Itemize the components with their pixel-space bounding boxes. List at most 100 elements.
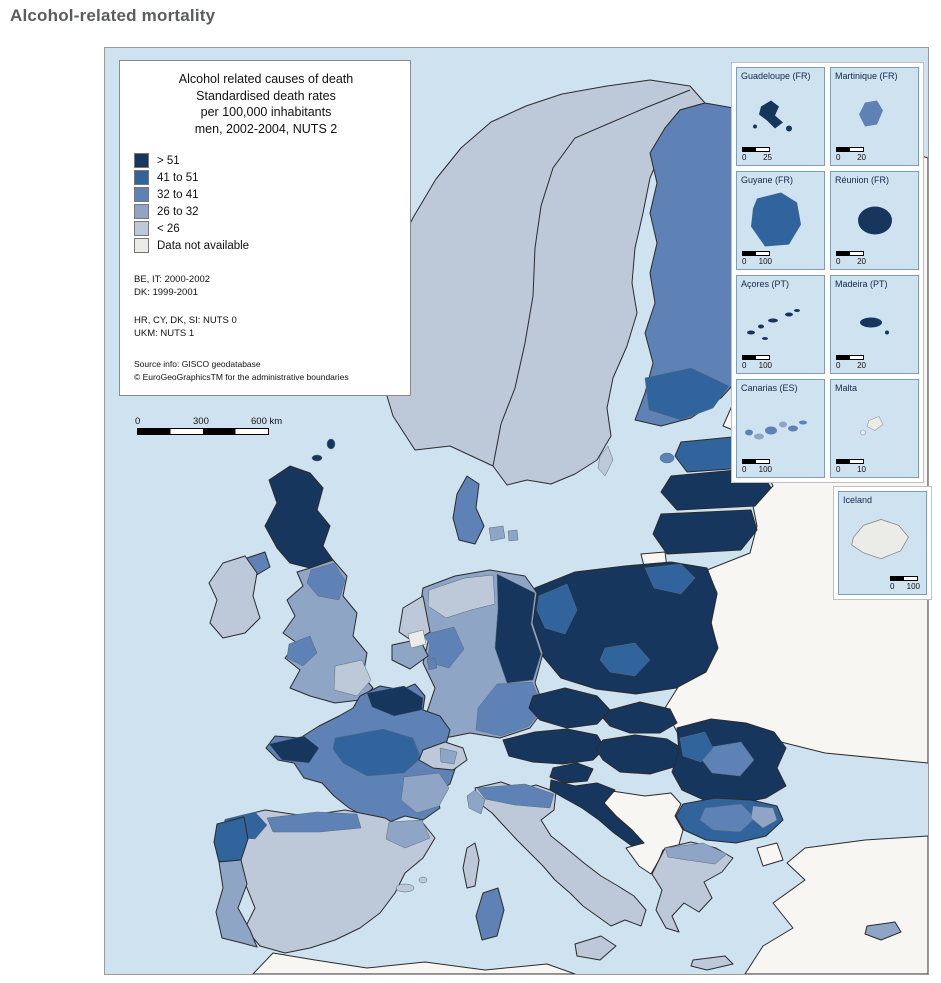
region-germany-west bbox=[422, 626, 465, 669]
source-line1: Source info: GISCO geodatabase bbox=[134, 359, 261, 370]
region-germany-northwest bbox=[427, 574, 496, 619]
legend-title-line1: Alcohol related causes of death bbox=[178, 72, 354, 86]
inset-scale-start: 0 bbox=[836, 361, 841, 370]
inset-label: Réunion (FR) bbox=[835, 175, 890, 185]
inset-scalebar bbox=[836, 355, 864, 360]
region-cyprus bbox=[864, 921, 902, 941]
region-italy bbox=[474, 781, 647, 927]
region-wales bbox=[286, 635, 318, 667]
page-title: Alcohol-related mortality bbox=[10, 6, 216, 25]
legend-title: Alcohol related causes of death Standard… bbox=[134, 71, 398, 137]
region-slovenia bbox=[549, 762, 594, 784]
legend-swatch-26-32 bbox=[134, 204, 149, 219]
map-legend: Alcohol related causes of death Standard… bbox=[119, 60, 411, 396]
inset-acores: Açores (PT) 0 100 bbox=[736, 275, 825, 374]
inset-iceland-wrap: Iceland 0 100 bbox=[833, 486, 932, 600]
region-luxembourg bbox=[426, 657, 438, 671]
region-poland-northeast bbox=[644, 563, 696, 595]
region-greece-north bbox=[664, 842, 728, 865]
inset-scale: 0 20 bbox=[836, 251, 866, 266]
region-slovakia bbox=[602, 701, 678, 734]
inset-scale: 0 20 bbox=[836, 147, 866, 162]
region-brittany bbox=[268, 735, 320, 764]
inset-scalebar bbox=[742, 459, 770, 464]
inset-scalebar bbox=[890, 576, 918, 581]
inset-scale-start: 0 bbox=[742, 257, 747, 266]
inset-scale: 0 100 bbox=[890, 576, 920, 591]
region-croatia bbox=[549, 779, 645, 847]
canarias-map bbox=[745, 420, 807, 440]
legend-label: 41 to 51 bbox=[157, 171, 199, 184]
region-romania-west bbox=[679, 731, 714, 763]
region-italy-north bbox=[476, 783, 555, 809]
region-poland bbox=[530, 561, 719, 695]
inset-label: Canarias (ES) bbox=[741, 383, 798, 393]
region-north-africa bbox=[252, 952, 576, 974]
legend-label: 32 to 41 bbox=[157, 188, 199, 201]
legend-row: < 26 bbox=[134, 221, 398, 236]
region-ireland bbox=[208, 555, 261, 639]
inset-label: Iceland bbox=[843, 495, 873, 505]
inset-scale: 0 20 bbox=[836, 355, 866, 370]
legend-swatch-41-51 bbox=[134, 170, 149, 185]
legend-row: 41 to 51 bbox=[134, 170, 398, 185]
legend-swatch-lt26 bbox=[134, 221, 149, 236]
region-germany-south bbox=[475, 681, 544, 737]
note-nuts0: HR, CY, DK, SI: NUTS 0 bbox=[134, 314, 237, 326]
inset-scale-start: 0 bbox=[836, 153, 841, 162]
region-england-southeast bbox=[333, 659, 372, 697]
region-crete bbox=[690, 955, 734, 971]
reunion-map bbox=[858, 206, 892, 235]
inset-panel: Guadeloupe (FR) 0 25 Martinique (FR) 0 20 bbox=[731, 62, 924, 483]
inset-scalebar bbox=[836, 459, 864, 464]
inset-label: Martinique (FR) bbox=[835, 71, 898, 81]
inset-iceland: Iceland 0 100 bbox=[838, 491, 927, 595]
region-spain bbox=[224, 809, 436, 954]
note-be-it: BE, IT: 2000-2002 bbox=[134, 274, 211, 285]
legend-swatch-gt51 bbox=[134, 153, 149, 168]
region-catalonia bbox=[385, 819, 431, 849]
map-scalebar: 0 300 600 km bbox=[127, 416, 297, 435]
inset-scale-start: 0 bbox=[742, 153, 747, 162]
legend-swatch-nodata bbox=[134, 238, 149, 253]
legend-title-line3: per 100,000 inhabitants bbox=[200, 105, 332, 119]
iceland-map bbox=[851, 519, 909, 560]
inset-scalebar bbox=[742, 147, 770, 152]
region-france-center bbox=[332, 728, 422, 777]
legend-label: Data not available bbox=[157, 239, 250, 252]
acores-map bbox=[747, 309, 800, 340]
inset-scale-end: 20 bbox=[857, 361, 866, 370]
legend-row: 32 to 41 bbox=[134, 187, 398, 202]
region-benelux-nodata bbox=[407, 629, 427, 649]
inset-scale-start: 0 bbox=[890, 582, 895, 591]
source-line2: © EuroGeoGraphicsTM for the administrati… bbox=[134, 371, 349, 382]
region-bulgaria-east bbox=[750, 805, 778, 829]
inset-scalebar bbox=[742, 355, 770, 360]
inset-scale-end: 100 bbox=[758, 257, 772, 266]
inset-martinique: Martinique (FR) 0 20 bbox=[830, 67, 919, 166]
inset-scale: 0 100 bbox=[742, 355, 772, 370]
inset-scale-end: 100 bbox=[758, 361, 772, 370]
martinique-map bbox=[859, 100, 883, 127]
region-gotland bbox=[597, 445, 614, 477]
inset-scalebar bbox=[742, 251, 770, 256]
legend-label: 26 to 32 bbox=[157, 205, 199, 218]
inset-label: Madeira (PT) bbox=[835, 279, 888, 289]
inset-scalebar bbox=[836, 251, 864, 256]
inset-guadeloupe: Guadeloupe (FR) 0 25 bbox=[736, 67, 825, 166]
inset-label: Guadeloupe (FR) bbox=[741, 71, 811, 81]
region-poland-center bbox=[599, 642, 651, 677]
region-turkey-thrace bbox=[756, 842, 784, 867]
scalebar-end: 600 km bbox=[251, 416, 283, 427]
region-estonia-islands bbox=[659, 452, 675, 464]
inset-canarias: Canarias (ES) 0 100 bbox=[736, 379, 825, 478]
region-finland-south bbox=[644, 367, 730, 421]
region-corsica bbox=[462, 842, 480, 889]
scalebar-labels: 0 300 600 km bbox=[127, 416, 297, 428]
guadeloupe-map bbox=[753, 100, 792, 132]
inset-scale: 0 100 bbox=[742, 459, 772, 474]
legend-row: Data not available bbox=[134, 238, 398, 253]
legend-notes-nuts: HR, CY, DK, SI: NUTS 0 UKM: NUTS 1 bbox=[134, 314, 398, 341]
inset-scale-start: 0 bbox=[742, 465, 747, 474]
inset-scale: 0 25 bbox=[742, 147, 772, 162]
